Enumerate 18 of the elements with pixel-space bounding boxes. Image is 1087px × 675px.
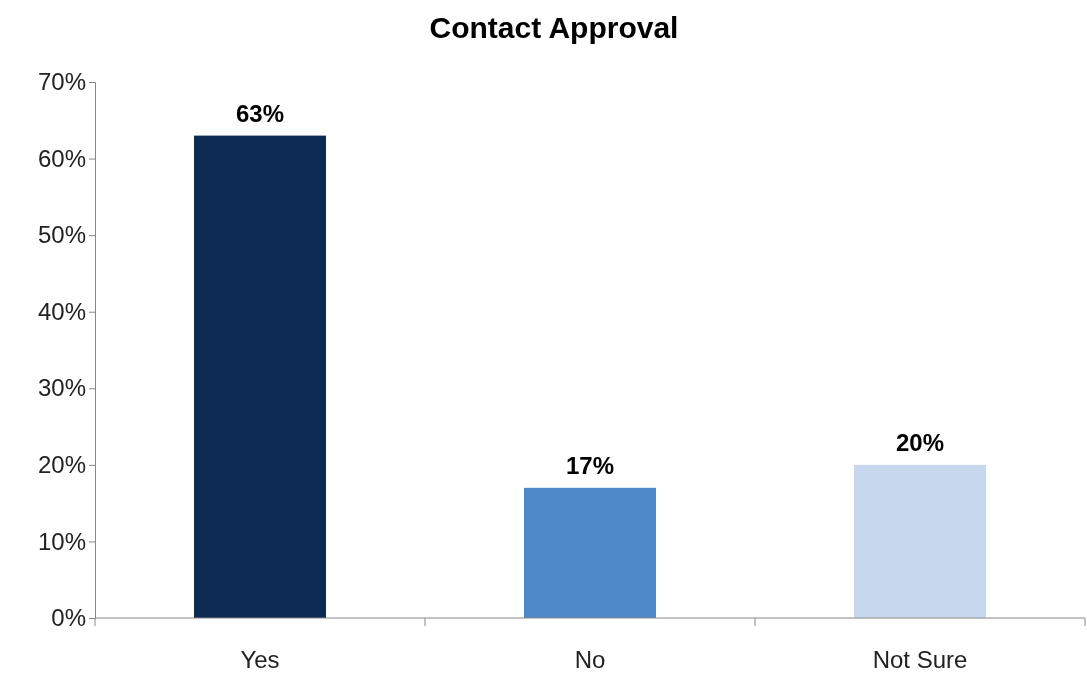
data-label: 63%: [235, 99, 285, 127]
x-tick-label: No: [574, 646, 606, 673]
y-tick-label: 50%: [37, 221, 86, 249]
chart-title: Contact Approval: [429, 11, 679, 44]
y-tick-label: 0%: [51, 604, 86, 632]
y-tick-label: 40%: [37, 297, 86, 325]
y-tick-label: 20%: [37, 451, 86, 479]
data-label: 17%: [565, 451, 615, 479]
y-tick-label: 60%: [37, 144, 86, 172]
bar: [524, 487, 656, 618]
bar: [194, 135, 326, 618]
x-tick-label: Yes: [240, 646, 280, 673]
x-tick-label: Not Sure: [872, 646, 968, 673]
bar: [854, 464, 986, 618]
y-tick-label: 10%: [37, 527, 86, 555]
data-label: 20%: [895, 428, 945, 456]
y-tick-label: 30%: [37, 374, 86, 402]
y-tick-label: 70%: [37, 68, 86, 96]
